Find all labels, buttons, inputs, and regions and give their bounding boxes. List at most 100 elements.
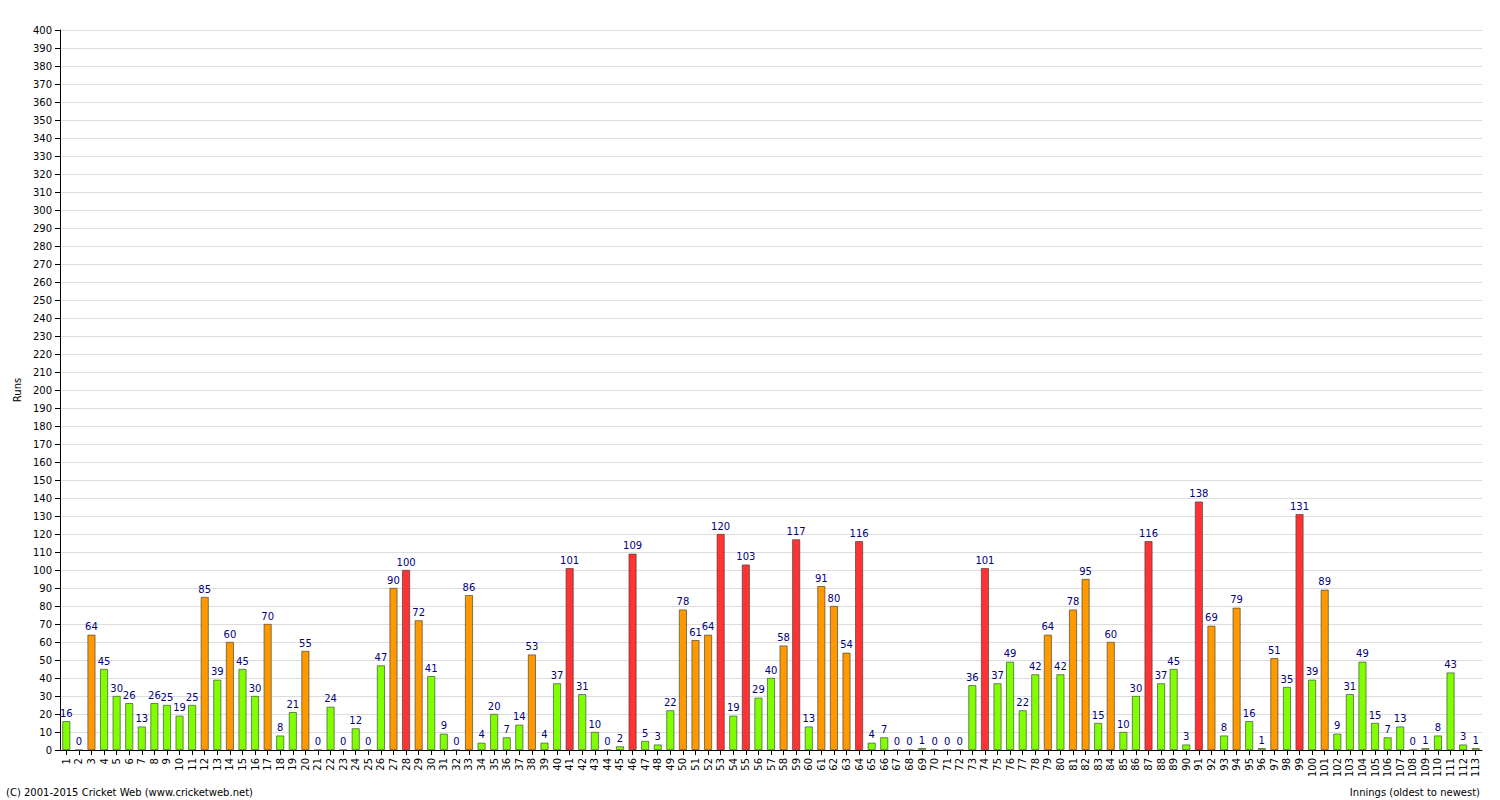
svg-text:0: 0 <box>1410 736 1416 747</box>
svg-text:50: 50 <box>39 655 52 666</box>
svg-text:64: 64 <box>85 621 98 632</box>
svg-text:0: 0 <box>365 736 371 747</box>
svg-text:21: 21 <box>286 699 299 710</box>
svg-text:45: 45 <box>98 656 111 667</box>
svg-text:70: 70 <box>261 611 274 622</box>
svg-text:120: 120 <box>711 521 730 532</box>
svg-text:29: 29 <box>752 684 765 695</box>
svg-text:116: 116 <box>1139 528 1158 539</box>
svg-text:42: 42 <box>1029 661 1042 672</box>
svg-text:37: 37 <box>991 670 1004 681</box>
svg-text:12: 12 <box>199 758 210 771</box>
svg-text:18: 18 <box>275 758 286 771</box>
svg-text:37: 37 <box>514 758 525 771</box>
svg-text:0: 0 <box>894 736 900 747</box>
svg-text:220: 220 <box>33 349 52 360</box>
svg-text:0: 0 <box>46 745 52 756</box>
svg-text:110: 110 <box>33 547 52 558</box>
svg-text:2: 2 <box>73 758 84 764</box>
svg-text:9: 9 <box>161 758 172 764</box>
svg-text:46: 46 <box>627 758 638 771</box>
svg-text:190: 190 <box>33 403 52 414</box>
svg-text:6: 6 <box>124 758 135 764</box>
svg-text:75: 75 <box>992 758 1003 771</box>
svg-text:109: 109 <box>1420 758 1431 777</box>
svg-text:49: 49 <box>1004 648 1017 659</box>
svg-text:15: 15 <box>1369 710 1382 721</box>
svg-text:31: 31 <box>438 758 449 771</box>
svg-text:50: 50 <box>677 758 688 771</box>
svg-text:41: 41 <box>564 758 575 771</box>
svg-text:49: 49 <box>1356 648 1369 659</box>
svg-text:55: 55 <box>740 758 751 771</box>
svg-text:240: 240 <box>33 313 52 324</box>
svg-text:90: 90 <box>387 575 400 586</box>
svg-text:10: 10 <box>174 758 185 771</box>
svg-text:170: 170 <box>33 439 52 450</box>
svg-text:76: 76 <box>1005 758 1016 771</box>
svg-text:61: 61 <box>816 758 827 771</box>
svg-text:55: 55 <box>299 638 312 649</box>
svg-text:45: 45 <box>236 656 249 667</box>
svg-text:0: 0 <box>604 736 610 747</box>
svg-text:19: 19 <box>173 702 186 713</box>
svg-text:160: 160 <box>33 457 52 468</box>
svg-text:66: 66 <box>879 758 890 771</box>
svg-text:11: 11 <box>187 758 198 771</box>
svg-text:103: 103 <box>1344 758 1355 777</box>
svg-text:98: 98 <box>1281 758 1292 771</box>
svg-text:0: 0 <box>76 736 82 747</box>
svg-text:4: 4 <box>478 729 484 740</box>
svg-text:16: 16 <box>1243 708 1256 719</box>
svg-text:3: 3 <box>86 758 97 764</box>
svg-text:26: 26 <box>375 758 386 771</box>
svg-text:270: 270 <box>33 259 52 270</box>
svg-text:25: 25 <box>161 692 174 703</box>
svg-text:5: 5 <box>111 758 122 764</box>
svg-text:35: 35 <box>1281 674 1294 685</box>
svg-text:70: 70 <box>39 619 52 630</box>
svg-text:0: 0 <box>315 736 321 747</box>
svg-text:95: 95 <box>1079 566 1092 577</box>
svg-text:73: 73 <box>967 758 978 771</box>
svg-text:25: 25 <box>363 758 374 771</box>
svg-text:47: 47 <box>640 758 651 771</box>
svg-text:13: 13 <box>1394 713 1407 724</box>
svg-text:30: 30 <box>249 683 262 694</box>
svg-text:10: 10 <box>39 727 52 738</box>
svg-text:53: 53 <box>715 758 726 771</box>
svg-text:65: 65 <box>866 758 877 771</box>
svg-text:61: 61 <box>689 627 702 638</box>
svg-text:80: 80 <box>828 593 841 604</box>
svg-text:92: 92 <box>1206 758 1217 771</box>
svg-text:230: 230 <box>33 331 52 342</box>
svg-text:105: 105 <box>1370 758 1381 777</box>
svg-text:72: 72 <box>954 758 965 771</box>
svg-text:30: 30 <box>426 758 437 771</box>
svg-text:9: 9 <box>1334 720 1340 731</box>
svg-text:79: 79 <box>1042 758 1053 771</box>
svg-text:310: 310 <box>33 187 52 198</box>
svg-text:91: 91 <box>1193 758 1204 771</box>
svg-text:23: 23 <box>338 758 349 771</box>
svg-text:93: 93 <box>1219 758 1230 771</box>
svg-text:26: 26 <box>148 690 161 701</box>
svg-text:48: 48 <box>652 758 663 771</box>
svg-text:28: 28 <box>401 758 412 771</box>
svg-text:24: 24 <box>324 693 337 704</box>
svg-text:26: 26 <box>123 690 136 701</box>
svg-text:31: 31 <box>1344 681 1357 692</box>
svg-text:14: 14 <box>224 758 235 771</box>
svg-text:100: 100 <box>1307 758 1318 777</box>
svg-text:64: 64 <box>1041 621 1054 632</box>
svg-text:78: 78 <box>1067 596 1080 607</box>
svg-text:21: 21 <box>312 758 323 771</box>
svg-text:104: 104 <box>1357 758 1368 777</box>
svg-text:200: 200 <box>33 385 52 396</box>
svg-text:360: 360 <box>33 97 52 108</box>
svg-text:260: 260 <box>33 277 52 288</box>
svg-text:Innings (oldest to newest): Innings (oldest to newest) <box>1350 787 1480 798</box>
svg-text:9: 9 <box>441 720 447 731</box>
svg-text:130: 130 <box>33 511 52 522</box>
svg-text:25: 25 <box>186 692 199 703</box>
